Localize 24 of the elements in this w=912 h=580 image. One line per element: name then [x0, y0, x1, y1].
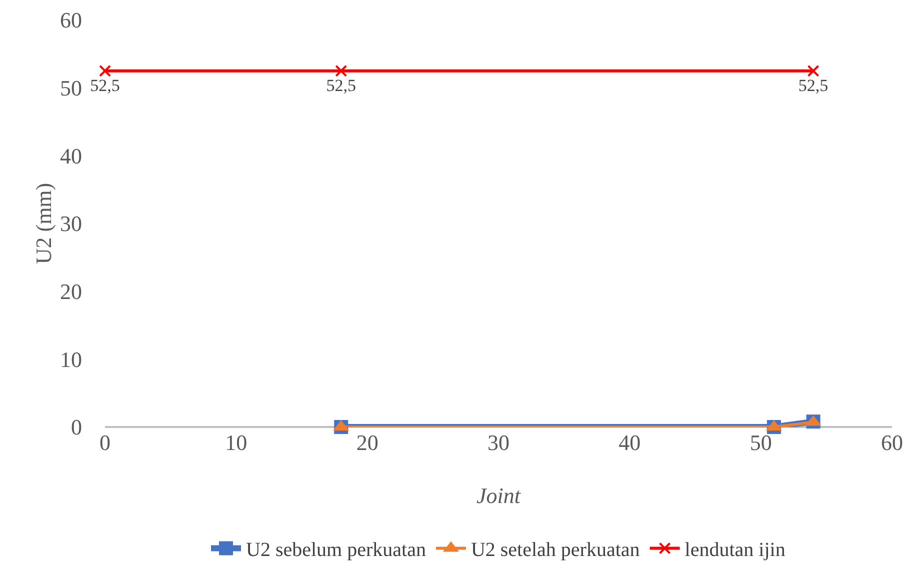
x-tick-label: 20 [356, 430, 378, 455]
x-tick-label: 50 [750, 430, 772, 455]
y-tick-label: 50 [60, 76, 82, 101]
x-axis-title: Joint [476, 483, 522, 508]
y-tick-label: 20 [60, 279, 82, 304]
x-tick-label: 30 [488, 430, 510, 455]
x-tick-label: 40 [618, 430, 641, 455]
y-tick-label: 10 [60, 346, 82, 372]
legend-label: U2 sebelum perkuatan [246, 539, 426, 562]
y-tick-label: 40 [60, 143, 82, 168]
x-tick-label: 0 [100, 430, 110, 455]
point [99, 64, 111, 77]
data-label: 52,5 [326, 76, 356, 95]
point [335, 64, 348, 77]
y-axis-title: U2 (mm) [31, 182, 56, 264]
y-tick-label: 30 [60, 211, 82, 236]
data-label: 52,5 [90, 76, 120, 95]
legend-label: U2 setelah perkuatan [470, 539, 640, 562]
x-tick-label: 10 [225, 430, 248, 455]
point [807, 64, 820, 77]
data-label: 52,5 [798, 76, 828, 95]
legend-label: lendutan ijin [684, 539, 786, 562]
y-tick-label: 60 [60, 8, 82, 33]
x-tick-label: 60 [881, 430, 903, 455]
